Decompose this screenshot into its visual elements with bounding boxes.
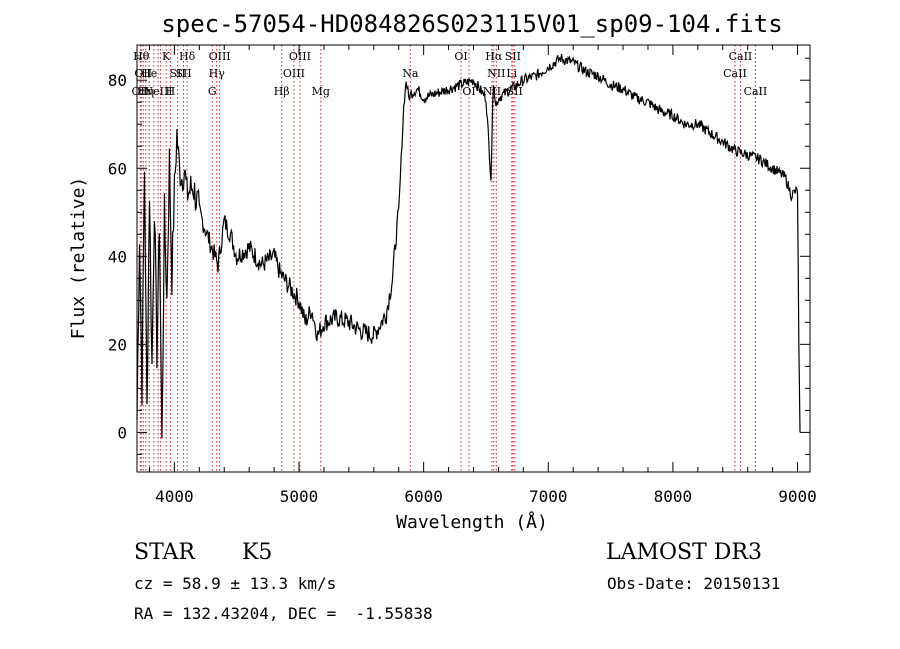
spectral-line-label: SII <box>175 67 191 80</box>
spectral-line-label: Li <box>506 67 517 80</box>
y-tick-label: 40 <box>108 247 127 266</box>
object-subclass: K5 <box>242 540 273 565</box>
spectral-line-label: OII <box>134 67 152 80</box>
spectral-line-labels: HθOIIOIIHηHeNeIIIKHSIIHδSIIGHγOIIIHβOIII… <box>132 50 768 98</box>
spectral-line-label: SII <box>170 67 186 80</box>
spectral-line-label: CaII <box>723 67 747 80</box>
spectral-line-label: OI <box>462 85 475 98</box>
spectrum-line <box>136 53 801 439</box>
y-tick-label: 0 <box>117 423 127 442</box>
spectral-line-label: SII <box>505 50 521 63</box>
observation-date: Obs-Date: 20150131 <box>607 574 781 593</box>
spectral-line-label: H <box>166 85 176 98</box>
spectral-line-label: OII <box>132 85 150 98</box>
spectral-line-label: Hθ <box>133 50 150 63</box>
y-tick-label: 20 <box>108 335 127 354</box>
spectral-line-label: OIII <box>289 50 311 63</box>
x-tick-label: 4000 <box>155 487 194 506</box>
survey-name: LAMOST DR3 <box>606 540 762 565</box>
spectral-line-label: OIII <box>283 67 305 80</box>
y-axis-label: Flux (relative) <box>68 177 89 340</box>
object-class: STAR <box>134 540 195 565</box>
spectral-line-label: OI <box>454 50 467 63</box>
spectral-line-label: OIII <box>209 50 231 63</box>
spectral-line-label: CaII <box>744 85 768 98</box>
spectral-line-label: G <box>208 85 217 98</box>
x-tick-label: 7000 <box>529 487 568 506</box>
spectral-line-label: Hγ <box>209 67 226 80</box>
coordinates: RA = 132.43204, DEC = -1.55838 <box>134 604 433 623</box>
spectral-line-label: NII <box>483 85 501 98</box>
spectral-line-label: CaII <box>729 50 753 63</box>
spectral-line-label: K <box>162 50 171 63</box>
x-axis: 4000 5000 6000 7000 8000 9000 <box>148 45 817 506</box>
x-axis-label: Wavelength (Å) <box>396 511 548 533</box>
chart-title: spec-57054-HD084826S023115V01_sp09-104.f… <box>161 10 782 38</box>
spectral-line-label: Hβ <box>274 85 290 98</box>
redshift-velocity: cz = 58.9 ± 13.3 km/s <box>134 574 337 593</box>
x-tick-label: 9000 <box>778 487 817 506</box>
y-tick-label: 80 <box>108 71 127 90</box>
x-tick-label: 8000 <box>654 487 693 506</box>
spectral-line-label: NeIII <box>143 85 172 98</box>
spectral-line-label: Hα <box>485 50 503 63</box>
spectral-line-label: Na <box>402 67 419 80</box>
spectral-line-label: Mg <box>312 85 330 98</box>
y-axis: 0 20 40 60 80 <box>108 57 810 455</box>
spectral-line-markers <box>139 45 756 472</box>
y-tick-label: 60 <box>108 159 127 178</box>
spectral-line-label: Hδ <box>179 50 196 63</box>
x-tick-label: 6000 <box>404 487 443 506</box>
spectral-line-label: He <box>141 67 157 80</box>
spectral-line-label: NII <box>487 67 505 80</box>
x-tick-label: 5000 <box>280 487 319 506</box>
spectral-line-label: Hη <box>138 85 154 98</box>
